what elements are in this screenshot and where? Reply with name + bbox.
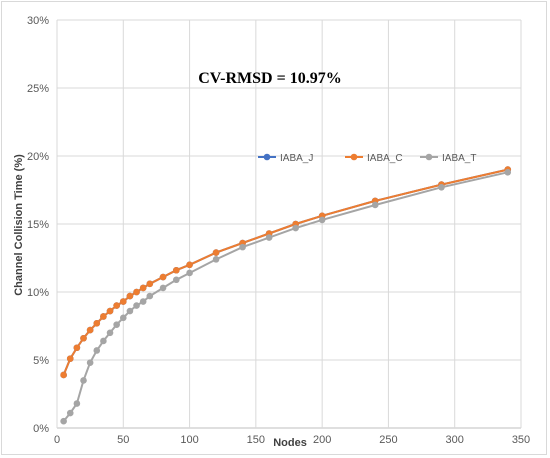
legend-swatch-marker xyxy=(263,153,271,161)
data-point-iaba_c xyxy=(173,266,180,274)
data-point-iaba_t xyxy=(438,183,445,191)
data-point-iaba_c xyxy=(66,355,74,362)
data-point-iaba_c xyxy=(159,273,167,281)
x-tick-label: 200 xyxy=(313,434,331,446)
x-tick-label: 50 xyxy=(117,434,129,446)
legend: IABA_J IABA_C IABA_T xyxy=(258,153,476,164)
data-point-iaba_t xyxy=(371,201,379,209)
data-point-iaba_c xyxy=(146,280,154,288)
data-point-iaba_t xyxy=(73,400,81,407)
series-markers xyxy=(60,166,512,425)
gridlines xyxy=(56,19,522,429)
data-point-iaba_c xyxy=(186,261,193,269)
data-point-iaba_t xyxy=(146,292,154,300)
data-point-iaba_t xyxy=(212,256,220,263)
y-tick-labels: 0% 5% 10% 15% 20% 25% 30% xyxy=(27,15,49,435)
x-tick-label: 250 xyxy=(379,434,397,446)
data-point-iaba_t xyxy=(133,302,140,309)
data-point-iaba_t xyxy=(292,224,299,232)
x-tick-label: 150 xyxy=(247,434,265,446)
y-tick-label: 20% xyxy=(27,151,49,163)
legend-item-iaba_t: IABA_T xyxy=(420,153,476,164)
x-tick-label: 0 xyxy=(54,434,60,446)
y-tick-label: 5% xyxy=(33,355,49,367)
y-tick-label: 15% xyxy=(27,219,49,231)
data-point-iaba_t xyxy=(265,234,273,241)
data-point-iaba_c xyxy=(100,313,107,320)
y-tick-label: 30% xyxy=(27,15,49,27)
data-point-iaba_c xyxy=(86,326,94,334)
data-point-iaba_t xyxy=(100,337,107,345)
data-point-iaba_c xyxy=(80,334,87,342)
data-point-iaba_t xyxy=(139,298,147,305)
data-point-iaba_t xyxy=(86,359,94,367)
data-point-iaba_c xyxy=(113,302,120,309)
data-point-iaba_c xyxy=(93,319,101,327)
data-point-iaba_c xyxy=(139,284,147,292)
y-axis-title: Channel Collision Time (%) xyxy=(13,154,25,296)
legend-label: IABA_T xyxy=(442,153,476,164)
data-point-iaba_t xyxy=(173,276,180,284)
data-point-iaba_t xyxy=(80,377,87,384)
data-point-iaba_c xyxy=(60,371,67,379)
data-point-iaba_t xyxy=(186,269,193,277)
data-point-iaba_t xyxy=(113,321,120,328)
x-tick-labels: 0 50 100 150 200 250 300 350 xyxy=(54,434,530,446)
data-point-iaba_c xyxy=(212,249,220,256)
y-tick-label: 0% xyxy=(33,423,49,435)
legend-item-iaba_c: IABA_C xyxy=(345,153,403,164)
legend-swatch-marker xyxy=(350,153,358,161)
data-point-iaba_t xyxy=(239,243,246,251)
legend-item-iaba_j: IABA_J xyxy=(258,153,313,164)
y-tick-label: 25% xyxy=(27,83,49,95)
data-point-iaba_t xyxy=(159,284,167,292)
data-point-iaba_c xyxy=(119,298,127,305)
data-point-iaba_c xyxy=(106,307,114,315)
legend-swatch-marker xyxy=(425,153,433,161)
data-point-iaba_t xyxy=(66,409,74,417)
series-line-iaba_j xyxy=(62,168,508,376)
x-tick-label: 350 xyxy=(512,434,530,446)
data-point-iaba_t xyxy=(106,329,114,337)
data-point-iaba_c xyxy=(73,344,81,352)
data-point-iaba_t xyxy=(504,169,512,176)
legend-label: IABA_J xyxy=(280,153,313,164)
y-tick-label: 10% xyxy=(27,287,49,299)
x-axis-title: Nodes xyxy=(273,437,307,449)
chart-annotation: CV-RMSD = 10.97% xyxy=(198,70,341,87)
x-tick-label: 100 xyxy=(180,434,198,446)
data-point-iaba_t xyxy=(93,347,101,354)
data-point-iaba_c xyxy=(133,288,140,296)
series-line-iaba_c xyxy=(62,168,508,376)
data-point-iaba_c xyxy=(126,292,134,300)
data-point-iaba_t xyxy=(126,307,134,315)
x-tick-label: 300 xyxy=(446,434,464,446)
data-point-iaba_t xyxy=(318,216,326,224)
legend-label: IABA_C xyxy=(367,153,403,164)
data-point-iaba_t xyxy=(119,314,127,322)
data-point-iaba_t xyxy=(60,417,67,425)
